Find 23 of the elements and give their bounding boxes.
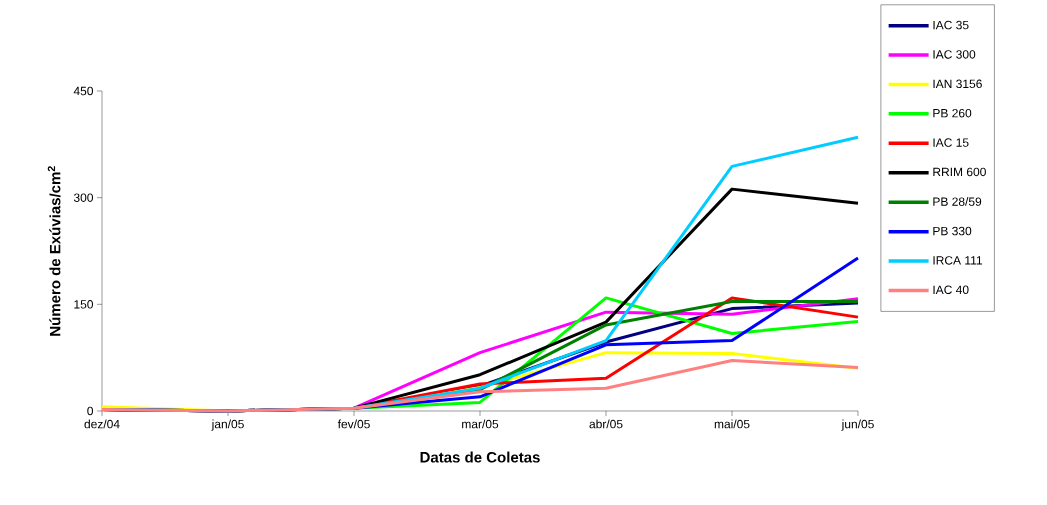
x-tick-label: fev/05 [337, 419, 370, 429]
y-tick-label: 450 [73, 86, 94, 96]
x-tick-label: jan/05 [211, 419, 244, 431]
legend-label: PB 330 [933, 226, 972, 236]
y-tick-label: 300 [73, 193, 94, 202]
legend-label: IRCA 111 [933, 256, 983, 265]
legend-label: RRIM 600 [933, 167, 986, 177]
legend-label: PB 28/59 [933, 197, 982, 206]
x-tick-label: dez/04 [84, 419, 120, 429]
y-tick-label: 0 [87, 406, 94, 416]
x-tick-label: jun/05 [841, 419, 874, 431]
legend-label: IAC 40 [933, 285, 969, 294]
x-tick-label: abr/05 [589, 419, 623, 429]
x-tick-label: mar/05 [462, 419, 499, 429]
x-axis-title: Datas de Coletas [420, 451, 540, 463]
legend-label: IAN 3156 [933, 79, 982, 89]
legend-label: PB 260 [933, 108, 972, 118]
legend-label: IAC 15 [933, 138, 969, 147]
legend-label: IAC 300 [933, 50, 976, 59]
y-axis-title: Número de Exúvias/cm$^{2}$ [47, 166, 61, 336]
y-tick-label: 150 [74, 300, 94, 309]
legend-label: IAC 35 [933, 20, 969, 30]
x-tick-label: mai/05 [714, 419, 750, 429]
